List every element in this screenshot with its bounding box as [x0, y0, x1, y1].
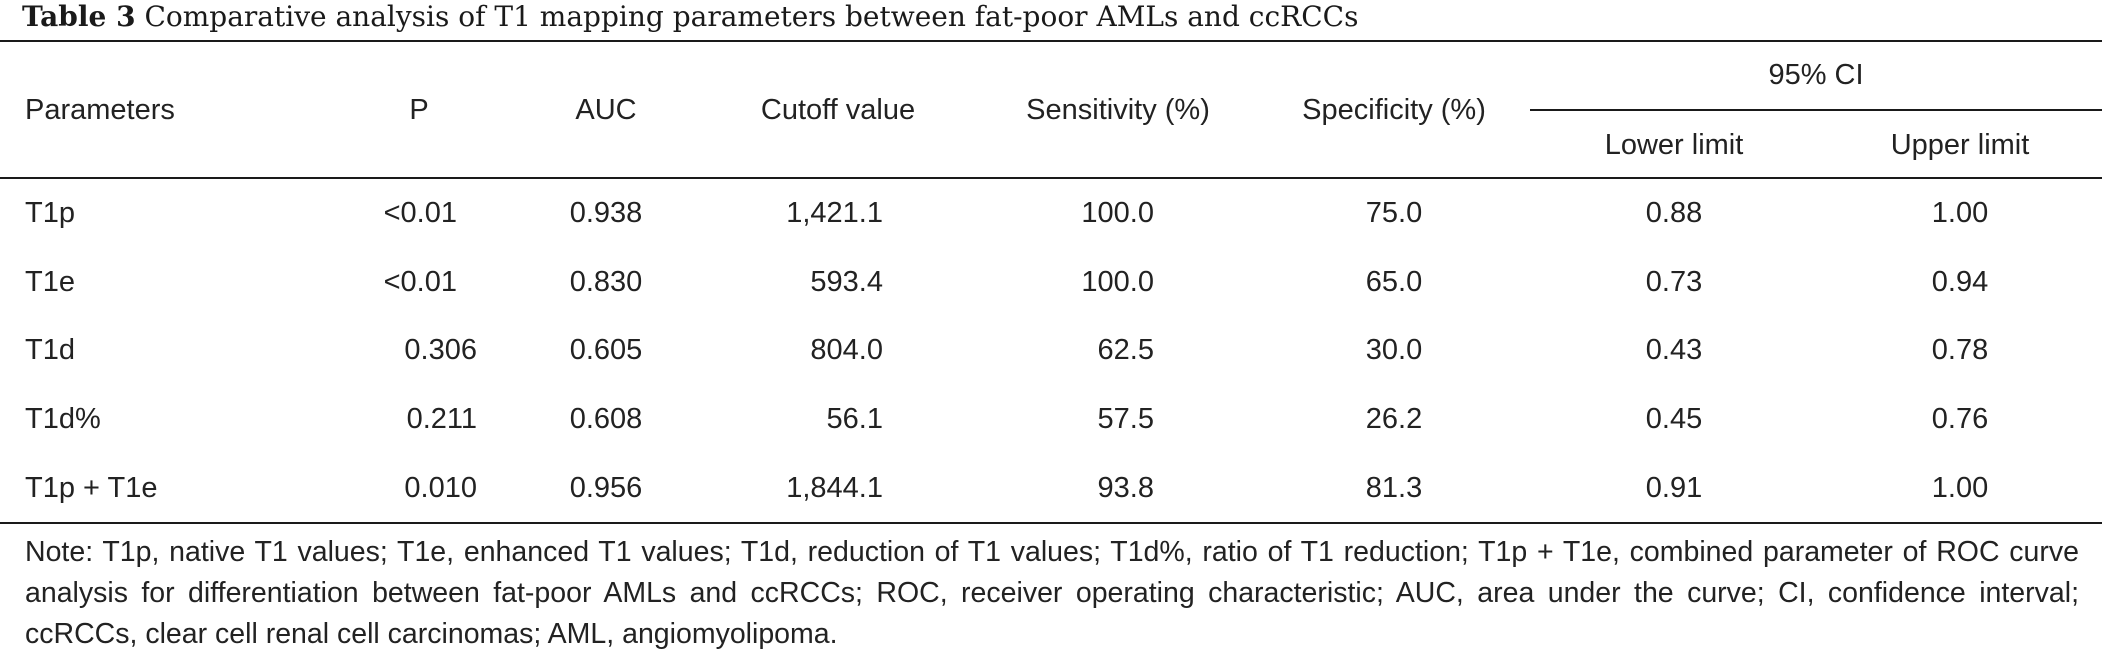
table-bottom-rule: [0, 522, 2102, 524]
cell-specificity: 30.0: [1365, 334, 1423, 366]
table-caption-text: Comparative analysis of T1 mapping param…: [144, 0, 1359, 33]
cell-p: 0.010: [404, 472, 477, 504]
cell-p: 0.306: [404, 334, 477, 366]
cell-lower-limit: 0.88: [1645, 197, 1703, 229]
cell-sensitivity: 100.0: [1081, 266, 1154, 298]
cell-lower-limit: 0.73: [1645, 266, 1703, 298]
cell-parameter: T1d%: [25, 403, 101, 435]
cell-auc: 0.830: [569, 266, 643, 298]
cell-specificity: 65.0: [1365, 266, 1423, 298]
cell-lower-limit: 0.43: [1645, 334, 1703, 366]
cell-p: <0.01: [383, 197, 457, 229]
table-top-rule: [0, 40, 2102, 42]
header-bottom-rule: [0, 177, 2102, 179]
cell-auc: 0.608: [569, 403, 643, 435]
cell-specificity: 81.3: [1365, 472, 1423, 504]
cell-upper-limit: 1.00: [1931, 197, 1989, 229]
cell-parameter: T1p + T1e: [25, 472, 158, 504]
cell-sensitivity: 93.8: [1097, 472, 1154, 504]
header-lower-limit: Lower limit: [1604, 129, 1744, 161]
cell-parameter: T1p: [25, 197, 75, 229]
cell-upper-limit: 0.94: [1931, 266, 1989, 298]
cell-p: <0.01: [383, 266, 457, 298]
table-footnote: Note: T1p, native T1 values; T1e, enhanc…: [25, 536, 2079, 650]
cell-specificity: 26.2: [1365, 403, 1423, 435]
header-specificity: Specificity (%): [1302, 94, 1486, 126]
cell-p: 0.211: [406, 403, 477, 435]
cell-lower-limit: 0.91: [1645, 472, 1703, 504]
header-auc: AUC: [575, 94, 637, 126]
cell-specificity: 75.0: [1365, 197, 1423, 229]
cell-auc: 0.938: [569, 197, 643, 229]
header-p: P: [409, 94, 429, 126]
cell-sensitivity: 62.5: [1097, 334, 1154, 366]
cell-auc: 0.956: [569, 472, 643, 504]
header-ci: 95% CI: [1768, 59, 1864, 91]
cell-cutoff: 593.4: [810, 266, 883, 298]
cell-cutoff: 1,844.1: [786, 472, 883, 504]
cell-upper-limit: 1.00: [1931, 472, 1989, 504]
header-sensitivity: Sensitivity (%): [1026, 94, 1210, 126]
ci-group-rule: [1530, 109, 2102, 111]
table-caption-label: Table 3: [22, 0, 136, 33]
cell-upper-limit: 0.78: [1931, 334, 1989, 366]
header-cutoff: Cutoff value: [760, 94, 916, 126]
cell-cutoff: 56.1: [826, 403, 883, 435]
cell-auc: 0.605: [569, 334, 643, 366]
cell-lower-limit: 0.45: [1645, 403, 1703, 435]
cell-sensitivity: 100.0: [1081, 197, 1154, 229]
cell-cutoff: 804.0: [810, 334, 883, 366]
cell-parameter: T1e: [25, 266, 75, 298]
cell-cutoff: 1,421.1: [786, 197, 883, 229]
cell-sensitivity: 57.5: [1097, 403, 1154, 435]
table-caption: Table 3 Comparative analysis of T1 mappi…: [22, 0, 1358, 34]
cell-upper-limit: 0.76: [1931, 403, 1989, 435]
cell-parameter: T1d: [25, 334, 75, 366]
header-upper-limit: Upper limit: [1890, 129, 2030, 161]
header-parameters: Parameters: [25, 94, 175, 126]
